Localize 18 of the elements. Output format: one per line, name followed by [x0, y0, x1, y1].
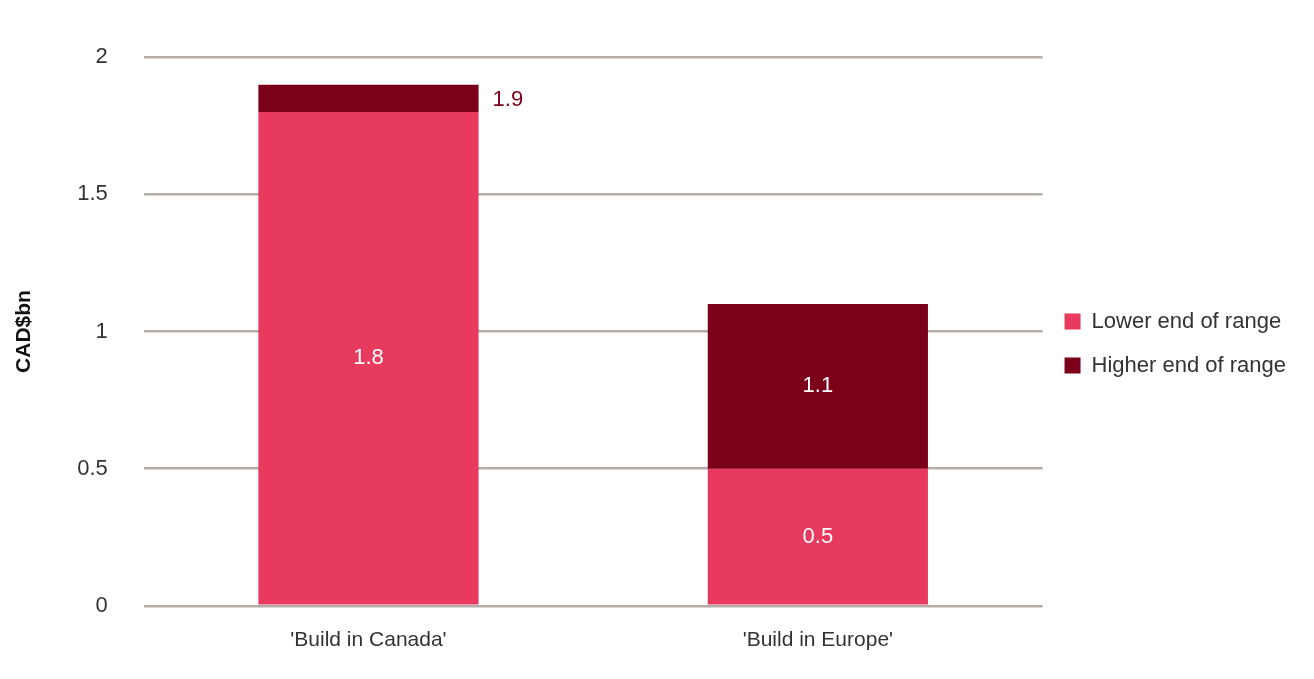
x-tick-label: 'Build in Europe'	[742, 627, 894, 651]
total-label: 1.1	[802, 372, 834, 398]
data-label: 0.5	[802, 522, 834, 548]
bar	[707, 468, 928, 605]
y-tick-label: 2	[95, 43, 108, 69]
y-tick-label: 0	[95, 591, 108, 617]
legend-label: Higher end of range	[1091, 351, 1286, 377]
y-tick-label: 1.5	[77, 180, 108, 206]
total-label: 1.9	[492, 86, 524, 112]
data-label: 1.8	[353, 344, 384, 370]
x-tick-label: 'Build in Canada'	[290, 627, 447, 651]
y-tick-label: 0.5	[77, 454, 108, 480]
legend-label: Lower end of range	[1091, 307, 1282, 333]
bar	[258, 84, 479, 113]
bar	[258, 112, 479, 605]
y-tick-label: 1	[95, 317, 108, 343]
bar	[707, 304, 928, 469]
y-axis-title: CAD$bn	[11, 290, 35, 373]
